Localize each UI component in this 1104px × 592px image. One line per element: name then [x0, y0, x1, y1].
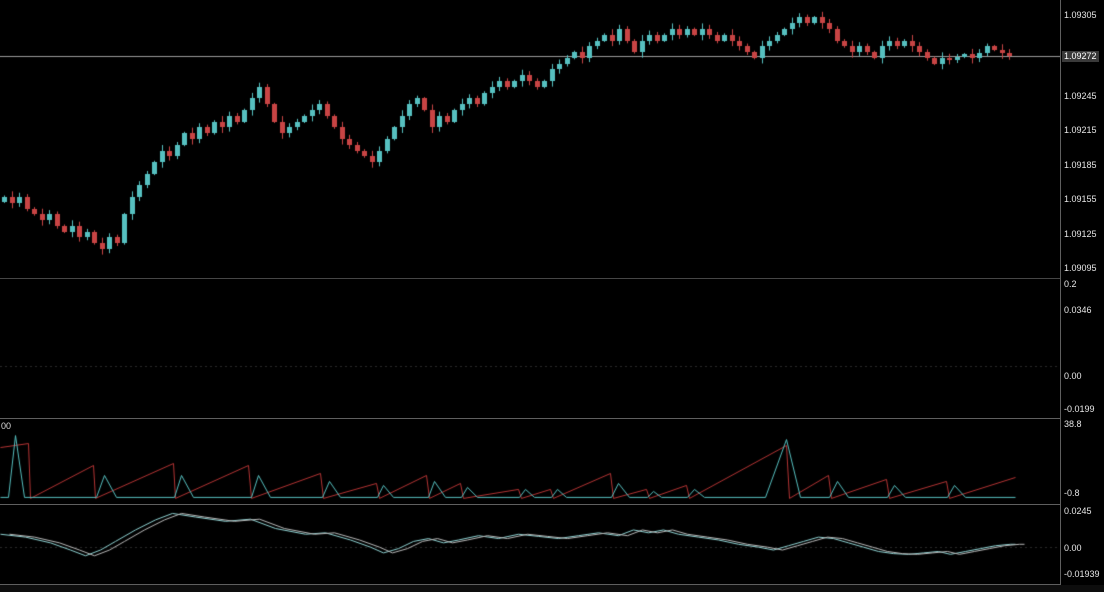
price-axis-label: 1.09125	[1064, 229, 1097, 239]
price-axis-label: 1.09095	[1064, 263, 1097, 273]
price-axis-label: -0.8	[1064, 488, 1080, 498]
panel-separator[interactable]	[0, 278, 1104, 279]
panel-separator[interactable]	[0, 504, 1104, 505]
indicator-1-canvas[interactable]	[0, 279, 1060, 418]
indicator-panel-3	[0, 505, 1060, 584]
indicator-value-clipped-label: 00	[1, 421, 12, 431]
price-axis[interactable]: 1.09305 1.09272 1.09245 1.09215 1.09185 1.091…	[1061, 0, 1104, 585]
price-axis-label: 38.8	[1064, 419, 1082, 429]
current-price-label: 1.09272	[1062, 51, 1099, 62]
panel-separator[interactable]	[0, 418, 1104, 419]
panel-separator[interactable]	[0, 584, 1104, 585]
price-axis-label: 0.00	[1064, 371, 1082, 381]
price-axis-label: -0.0199	[1064, 404, 1095, 414]
main-price-panel	[0, 0, 1060, 278]
price-axis-label: 1.09245	[1064, 91, 1097, 101]
price-axis-label: -0.01939	[1064, 569, 1100, 579]
indicator-3-canvas[interactable]	[0, 505, 1060, 584]
price-axis-label: 0.0245	[1064, 506, 1092, 516]
indicator-panel-1	[0, 279, 1060, 418]
price-axis-label: 1.09185	[1064, 160, 1097, 170]
price-axis-label: 0.2	[1064, 279, 1077, 289]
candlestick-chart-canvas[interactable]	[0, 0, 1060, 278]
price-axis-label: 0.00	[1064, 543, 1082, 553]
price-axis-divider	[1060, 0, 1061, 585]
time-axis[interactable]	[0, 585, 1104, 592]
price-axis-label: 1.09215	[1064, 125, 1097, 135]
indicator-panel-2	[0, 419, 1060, 504]
indicator-2-canvas[interactable]	[0, 419, 1060, 504]
price-axis-label: 0.0346	[1064, 305, 1092, 315]
price-axis-label: 1.09305	[1064, 10, 1097, 20]
price-axis-label: 1.09155	[1064, 194, 1097, 204]
